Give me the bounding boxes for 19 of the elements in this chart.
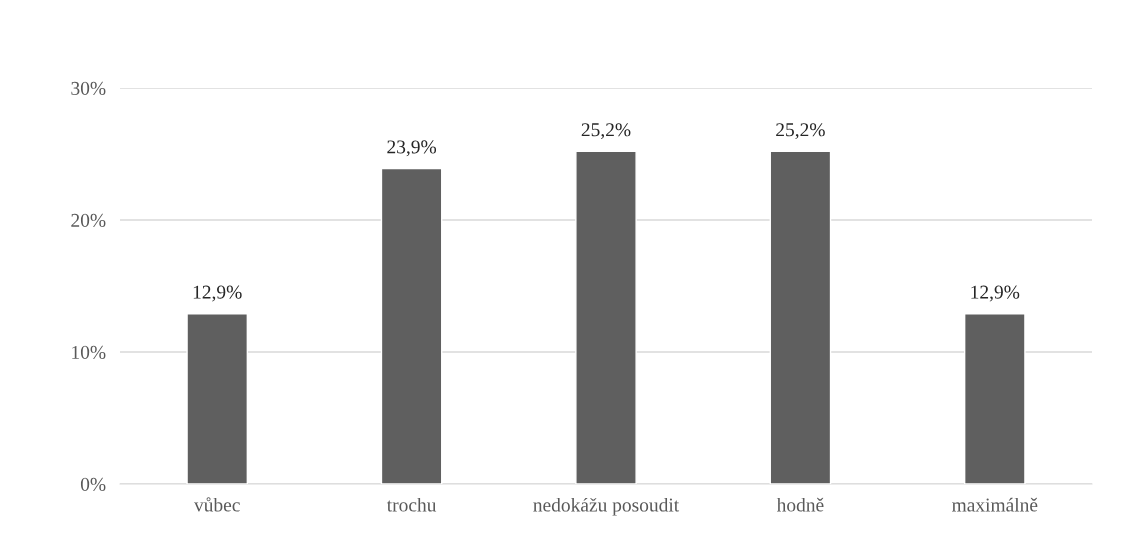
x-tick-label: maximálně <box>952 497 1038 512</box>
data-label: 25,2% <box>581 123 631 140</box>
x-tick-label: nedokážu posoudit <box>533 497 680 516</box>
data-label: 23,9% <box>387 140 437 157</box>
y-tick-label: 10% <box>72 345 106 359</box>
data-label: 25,2% <box>776 123 825 140</box>
bar <box>186 313 249 484</box>
data-label: 12,9% <box>193 285 242 302</box>
x-tick-label: vůbec <box>193 497 240 512</box>
bar <box>380 167 443 484</box>
bar <box>575 150 637 484</box>
y-tick-label: 0% <box>80 477 106 491</box>
x-tick-label: hodně <box>776 497 824 512</box>
bar <box>769 150 832 484</box>
y-tick-label: 20% <box>71 213 106 227</box>
y-tick-label: 30% <box>71 81 106 95</box>
x-tick-label: trochu <box>386 497 437 512</box>
bar <box>963 313 1026 484</box>
data-label: 12,9% <box>971 285 1020 302</box>
